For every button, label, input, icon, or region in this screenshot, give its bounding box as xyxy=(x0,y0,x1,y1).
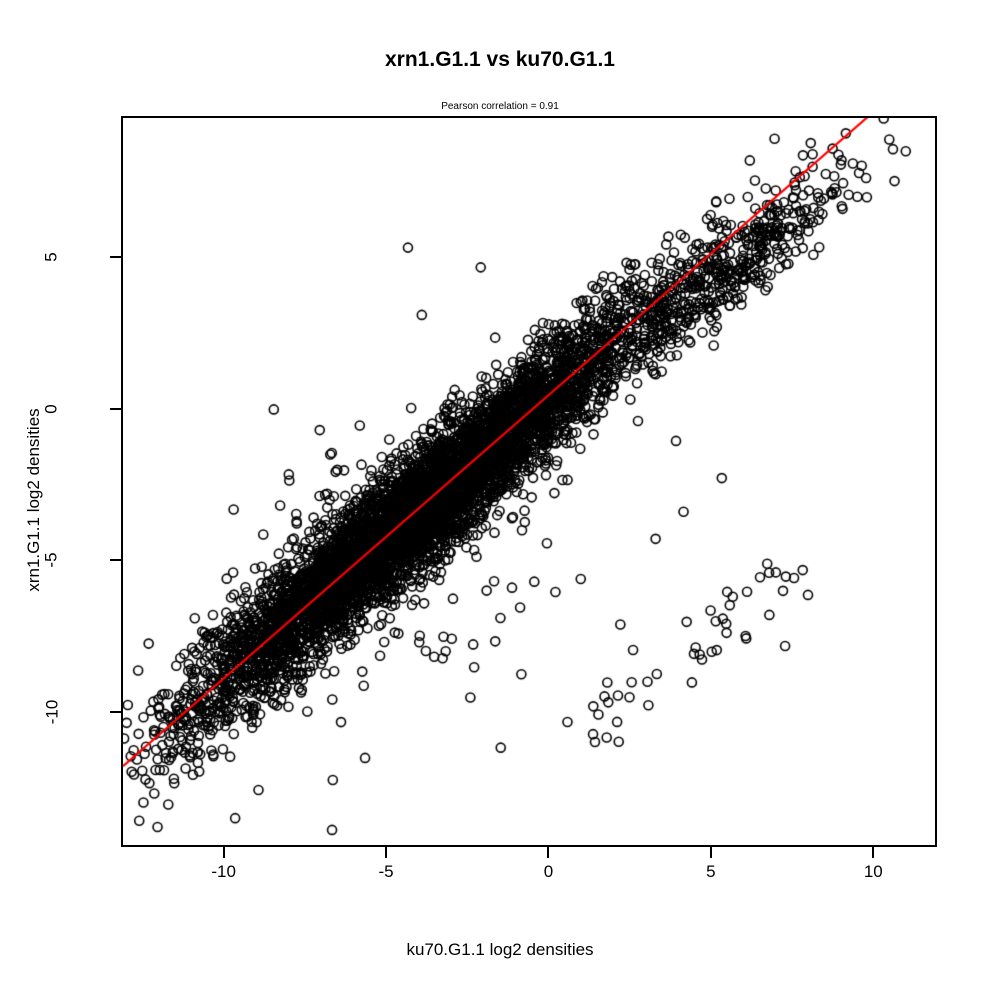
plot-subtitle-correlation: Pearson correlation = 0.91 xyxy=(441,101,559,112)
y-axis-tick-label-text: 5 xyxy=(42,252,61,263)
x-axis-label: ku70.G1.1 log2 densities xyxy=(406,940,594,959)
x-axis-tick-label: -5 xyxy=(378,862,394,881)
x-axis-tick xyxy=(385,847,388,858)
x-axis-tick xyxy=(222,847,225,858)
x-axis-tick xyxy=(547,847,550,858)
y-axis-tick-label: -5 xyxy=(0,550,104,570)
x-axis-tick-label: 0 xyxy=(543,862,554,881)
y-axis-tick xyxy=(110,256,121,259)
x-axis-tick xyxy=(709,847,712,858)
x-axis-tick-label: 5 xyxy=(706,862,716,881)
x-axis-tick-label: 10 xyxy=(863,862,883,881)
y-axis-tick-label-text: 0 xyxy=(42,404,61,414)
x-axis-tick xyxy=(872,847,875,858)
y-axis-tick-label: 5 xyxy=(0,247,104,267)
x-axis-tick-label: -10 xyxy=(211,862,236,881)
y-axis-tick xyxy=(110,407,121,410)
y-axis-tick-label-text: -5 xyxy=(42,552,61,568)
y-axis-tick-label-text: -10 xyxy=(41,699,61,724)
scatter-canvas xyxy=(123,118,935,845)
y-axis-tick xyxy=(110,559,121,562)
y-axis-tick-label: 0 xyxy=(0,399,104,419)
plot-frame xyxy=(121,116,937,847)
y-axis-tick xyxy=(110,710,121,713)
page-title: xrn1.G1.1 vs ku70.G1.1 xyxy=(385,48,615,71)
y-axis-tick-label: -10 xyxy=(0,699,104,724)
